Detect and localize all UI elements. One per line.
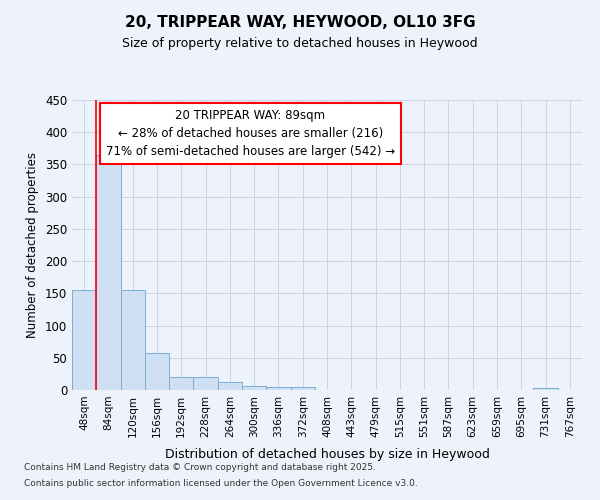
Y-axis label: Number of detached properties: Number of detached properties [26,152,40,338]
Bar [169,377,193,390]
Text: 20 TRIPPEAR WAY: 89sqm
← 28% of detached houses are smaller (216)
71% of semi-de: 20 TRIPPEAR WAY: 89sqm ← 28% of detached… [106,108,395,158]
Bar [72,290,96,390]
Bar [96,155,121,390]
X-axis label: Distribution of detached houses by size in Heywood: Distribution of detached houses by size … [164,448,490,461]
Text: 20, TRIPPEAR WAY, HEYWOOD, OL10 3FG: 20, TRIPPEAR WAY, HEYWOOD, OL10 3FG [125,15,475,30]
Text: Contains HM Land Registry data © Crown copyright and database right 2025.: Contains HM Land Registry data © Crown c… [24,464,376,472]
Bar [242,386,266,390]
Bar [290,387,315,390]
Bar [266,387,290,390]
Text: Size of property relative to detached houses in Heywood: Size of property relative to detached ho… [122,38,478,51]
Text: Contains public sector information licensed under the Open Government Licence v3: Contains public sector information licen… [24,478,418,488]
Bar [218,382,242,390]
Bar [145,354,169,390]
Bar [193,377,218,390]
Bar [533,388,558,390]
Bar [121,290,145,390]
